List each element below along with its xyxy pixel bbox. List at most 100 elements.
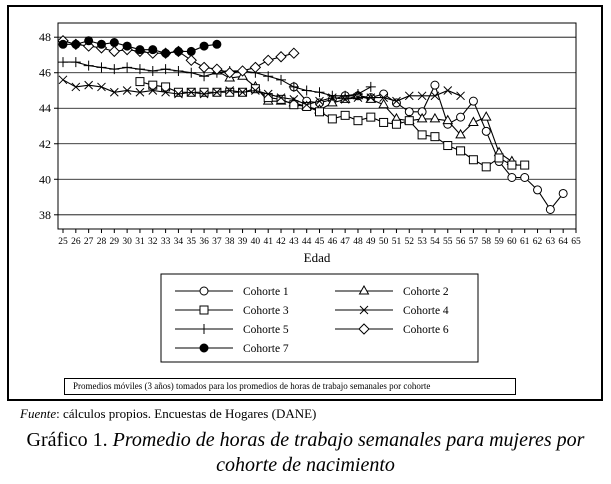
y-tick-label: 46	[39, 66, 51, 80]
data-point-cohorte-7	[71, 39, 81, 49]
x-tick-label: 48	[353, 237, 363, 247]
x-tick-label: 35	[187, 237, 197, 247]
caption-label: Gráfico 1.	[26, 429, 108, 451]
data-point-cohorte-4	[366, 93, 376, 102]
x-tick-label: 60	[507, 237, 517, 247]
data-point-cohorte-5	[288, 81, 299, 92]
y-tick-label: 42	[39, 137, 51, 151]
data-point-cohorte-4	[135, 87, 145, 97]
data-point-cohorte-1	[430, 80, 440, 90]
data-point-cohorte-5	[263, 71, 274, 82]
data-point-cohorte-4	[315, 96, 324, 106]
data-point-cohorte-6	[198, 61, 210, 74]
data-point-cohorte-7	[161, 48, 171, 58]
data-point-cohorte-3	[520, 160, 530, 170]
data-point-cohorte-5	[301, 85, 312, 96]
data-point-cohorte-5	[314, 87, 325, 98]
legend-label-6: Cohorte 6	[403, 324, 449, 336]
data-point-cohorte-4	[392, 96, 401, 106]
data-point-cohorte-3	[327, 114, 337, 124]
x-tick-label: 51	[392, 237, 402, 247]
x-tick-label: 40	[251, 237, 261, 247]
x-tick-label: 46	[328, 237, 338, 247]
data-point-cohorte-4	[212, 87, 222, 97]
data-point-cohorte-4	[263, 89, 273, 99]
x-tick-label: 36	[199, 237, 209, 247]
x-tick-label: 43	[289, 237, 299, 247]
data-point-cohorte-4	[443, 86, 453, 95]
legend-label-5: Cohorte 5	[243, 324, 289, 336]
legend-marker-5	[199, 324, 209, 334]
source-label: Fuente	[20, 406, 57, 421]
data-point-cohorte-4	[276, 93, 286, 102]
legend-label-3: Cohorte 3	[243, 305, 289, 317]
data-point-cohorte-5	[134, 64, 145, 75]
legend-label-4: Cohorte 4	[403, 305, 449, 317]
x-tick-label: 65	[571, 237, 581, 247]
data-point-cohorte-6	[288, 47, 300, 59]
x-tick-label: 62	[533, 237, 543, 247]
data-point-cohorte-7	[148, 45, 158, 55]
data-point-cohorte-7	[212, 39, 222, 49]
data-point-cohorte-4	[417, 91, 427, 101]
data-point-cohorte-7	[199, 41, 209, 51]
data-point-cohorte-3	[161, 82, 171, 92]
data-point-cohorte-5	[96, 62, 107, 73]
x-tick-label: 45	[315, 237, 325, 247]
data-point-cohorte-1	[404, 107, 414, 117]
data-point-cohorte-3	[366, 112, 376, 122]
data-point-cohorte-4	[238, 87, 247, 97]
data-point-cohorte-4	[148, 86, 158, 95]
data-point-cohorte-4	[109, 87, 119, 97]
x-tick-label: 33	[161, 237, 171, 247]
data-point-cohorte-5	[340, 90, 351, 101]
legend-label-2: Cohorte 2	[403, 286, 449, 298]
y-tick-label: 38	[39, 208, 51, 222]
data-point-cohorte-6	[211, 63, 223, 75]
data-point-cohorte-5	[160, 64, 171, 75]
data-point-cohorte-4	[251, 86, 260, 95]
data-point-cohorte-2	[455, 128, 466, 139]
y-tick-label: 44	[39, 101, 51, 115]
x-axis-label: Edad	[304, 250, 331, 265]
data-point-cohorte-3	[481, 162, 491, 172]
plot-area	[57, 22, 577, 230]
data-point-cohorte-4	[456, 91, 465, 101]
x-tick-label: 59	[494, 237, 504, 247]
legend-marker-1	[199, 286, 209, 296]
data-point-cohorte-4	[71, 82, 81, 92]
data-point-cohorte-3	[276, 94, 286, 104]
data-point-cohorte-4	[379, 93, 388, 102]
data-point-cohorte-1	[520, 173, 530, 182]
data-point-cohorte-2	[378, 98, 389, 109]
x-tick-label: 55	[443, 237, 453, 247]
data-point-cohorte-3	[468, 155, 478, 165]
x-tick-label: 56	[456, 237, 466, 247]
chart-note: Promedios móviles (3 años) tomados para …	[64, 378, 516, 395]
x-tick-label: 27	[84, 237, 94, 247]
data-point-cohorte-5	[109, 64, 120, 75]
figure-frame: 38 40 42 44 46 48 25 26 27 28 29 30 31 32 33 34 35 36 37 38…	[7, 5, 603, 401]
x-tick-label: 44	[302, 237, 312, 247]
x-tick-label: 34	[174, 237, 184, 247]
data-point-cohorte-6	[108, 45, 121, 58]
data-point-cohorte-6	[262, 54, 274, 67]
x-tick-label: 26	[71, 237, 81, 247]
x-tick-label: 54	[430, 237, 440, 247]
source-note: Fuente: cálculos propios. Encuestas de H…	[20, 406, 316, 422]
data-point-cohorte-3	[404, 116, 414, 126]
data-point-cohorte-6	[249, 61, 262, 74]
data-point-cohorte-4	[84, 80, 94, 90]
data-point-cohorte-2	[480, 111, 492, 121]
legend-marker-7	[199, 343, 209, 353]
figure-caption: Gráfico 1. Promedio de horas de trabajo …	[0, 428, 611, 478]
data-point-cohorte-3	[340, 110, 350, 120]
data-point-cohorte-4	[174, 89, 183, 99]
data-point-cohorte-1	[468, 96, 478, 106]
caption-title: Promedio de horas de trabajo semanales p…	[112, 429, 585, 476]
data-point-cohorte-5	[122, 62, 133, 73]
data-point-cohorte-5	[327, 90, 338, 101]
data-point-cohorte-7	[96, 39, 106, 49]
data-point-cohorte-3	[173, 87, 183, 97]
